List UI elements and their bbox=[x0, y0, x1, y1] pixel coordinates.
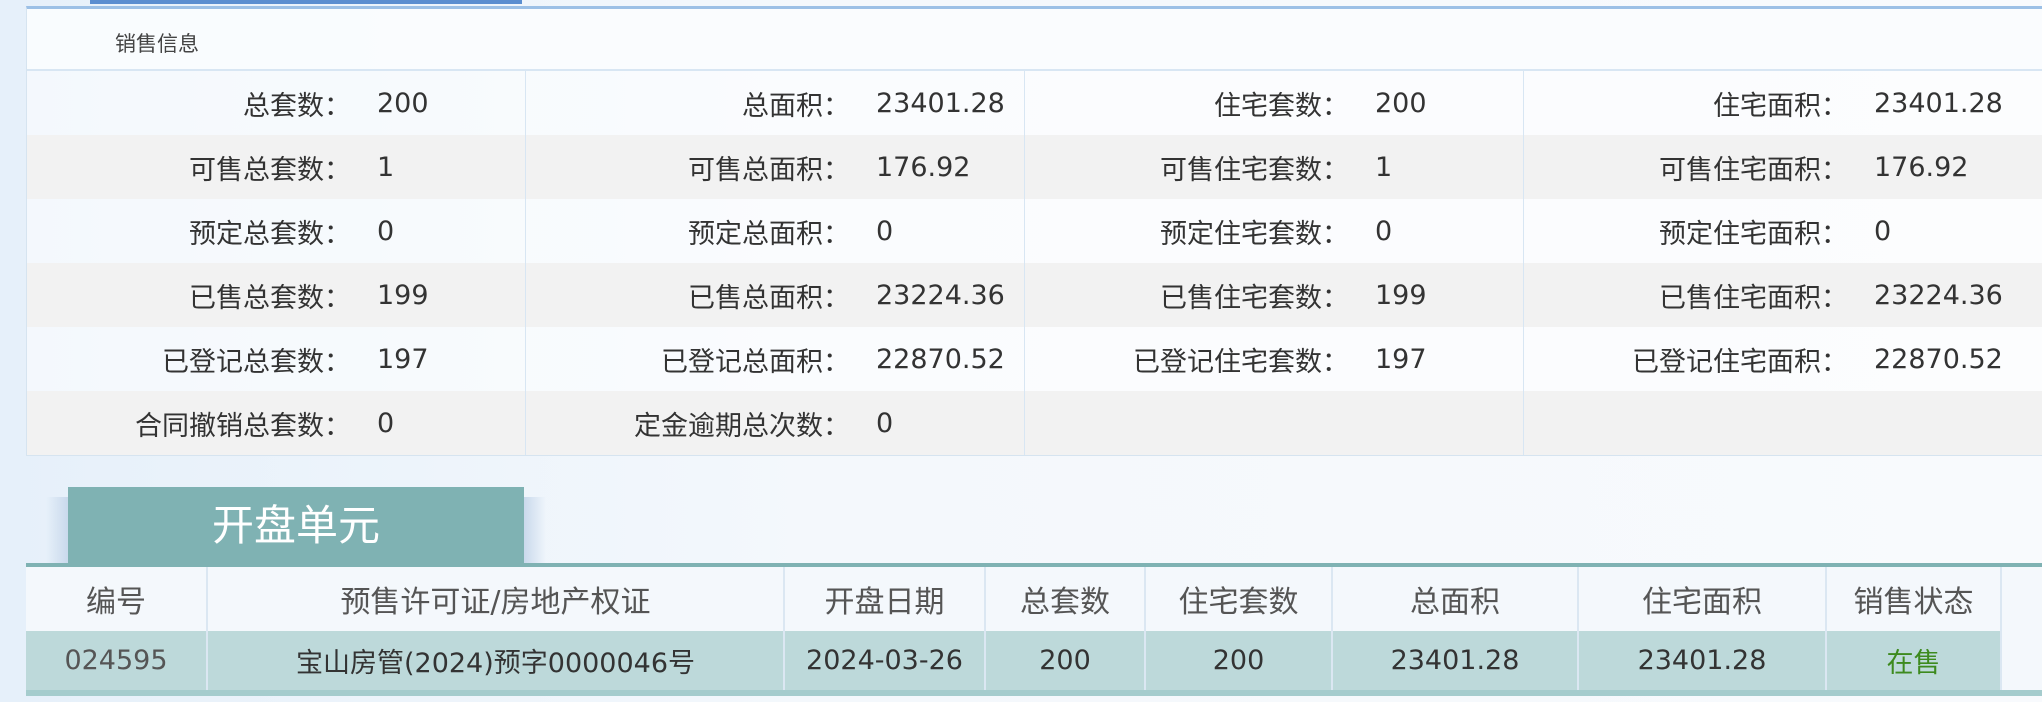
table-header: 编号 预售许可证/房地产权证 开盘日期 总套数 住宅套数 总面积 住宅面积 销售状态 bbox=[26, 567, 2042, 631]
info-label: 已登记总面积： bbox=[661, 346, 850, 378]
info-cell: 合同撤销总套数： 0 bbox=[27, 391, 526, 455]
tab-open-units[interactable]: 开盘单元 bbox=[46, 487, 524, 565]
info-cell: 已售住宅面积： 23224.36 bbox=[1524, 263, 2042, 327]
units-table: 编号 预售许可证/房地产权证 开盘日期 总套数 住宅套数 总面积 住宅面积 销售状态 0245… bbox=[26, 563, 2042, 696]
info-value: 0 bbox=[876, 215, 894, 247]
header-filler bbox=[2002, 567, 2042, 631]
info-row: 总套数： 200 总面积： 23401.28 住宅套数： 200 住宅面积： 23401.28 bbox=[27, 71, 2042, 135]
info-label: 可售住宅面积： bbox=[1659, 154, 1848, 186]
info-cell: 已售总套数： 199 bbox=[27, 263, 526, 327]
column-header: 住宅面积 bbox=[1579, 567, 1827, 631]
column-header: 开盘日期 bbox=[785, 567, 986, 631]
info-cell: 可售总面积： 176.92 bbox=[526, 135, 1025, 199]
info-label: 预定总套数： bbox=[189, 218, 351, 250]
table-cell: 2024-03-26 bbox=[785, 631, 986, 690]
info-cell bbox=[1025, 391, 1524, 455]
info-cell: 可售总套数： 1 bbox=[27, 135, 526, 199]
info-value: 0 bbox=[1874, 215, 1892, 247]
info-label: 已售总面积： bbox=[688, 282, 850, 314]
info-value: 0 bbox=[1375, 215, 1393, 247]
info-label: 预定住宅面积： bbox=[1659, 218, 1848, 250]
info-value: 1 bbox=[1375, 151, 1393, 183]
info-cell: 已售总面积： 23224.36 bbox=[526, 263, 1025, 327]
info-label: 已售总套数： bbox=[189, 282, 351, 314]
info-cell: 预定住宅套数： 0 bbox=[1025, 199, 1524, 263]
column-header: 总套数 bbox=[986, 567, 1146, 631]
info-label: 已登记住宅面积： bbox=[1632, 346, 1848, 378]
info-value: 0 bbox=[876, 407, 894, 439]
column-header: 总面积 bbox=[1333, 567, 1579, 631]
info-value: 0 bbox=[377, 215, 395, 247]
column-header: 住宅套数 bbox=[1146, 567, 1333, 631]
info-cell: 住宅套数： 200 bbox=[1025, 71, 1524, 135]
info-cell: 可售住宅套数： 1 bbox=[1025, 135, 1524, 199]
column-header: 预售许可证/房地产权证 bbox=[208, 567, 785, 631]
info-label: 住宅面积： bbox=[1713, 90, 1848, 122]
table-cell: 23401.28 bbox=[1333, 631, 1579, 690]
info-label: 已登记住宅套数： bbox=[1133, 346, 1349, 378]
info-row: 合同撤销总套数： 0 定金逾期总次数： 0 bbox=[27, 391, 2042, 455]
info-value: 200 bbox=[1375, 87, 1427, 119]
top-tab-indicator bbox=[90, 0, 522, 4]
sales-status: 在售 bbox=[1827, 631, 2002, 690]
info-cell: 定金逾期总次数： 0 bbox=[526, 391, 1025, 455]
sales-info-panel: 销售信息 总套数： 200 总面积： 23401.28 住宅套数： 200 住宅面积： 234… bbox=[26, 6, 2042, 456]
info-value: 23401.28 bbox=[876, 87, 1005, 119]
info-cell: 已登记总套数： 197 bbox=[27, 327, 526, 391]
info-label: 预定住宅套数： bbox=[1160, 218, 1349, 250]
info-row: 已售总套数： 199 已售总面积： 23224.36 已售住宅套数： 199 已售住宅面积：… bbox=[27, 263, 2042, 327]
table-cell: 024595 bbox=[26, 631, 208, 690]
info-value: 22870.52 bbox=[876, 343, 1005, 375]
info-value: 0 bbox=[377, 407, 395, 439]
info-cell: 预定总面积： 0 bbox=[526, 199, 1025, 263]
info-value: 23401.28 bbox=[1874, 87, 2003, 119]
info-cell: 预定住宅面积： 0 bbox=[1524, 199, 2042, 263]
info-cell: 已登记住宅面积： 22870.52 bbox=[1524, 327, 2042, 391]
info-label: 可售总套数： bbox=[189, 154, 351, 186]
info-value: 197 bbox=[377, 343, 429, 375]
info-value: 199 bbox=[1375, 279, 1427, 311]
info-value: 22870.52 bbox=[1874, 343, 2003, 375]
info-cell: 已登记住宅套数： 197 bbox=[1025, 327, 1524, 391]
table-cell: 200 bbox=[1146, 631, 1333, 690]
info-label: 定金逾期总次数： bbox=[634, 410, 850, 442]
info-cell bbox=[1524, 391, 2042, 455]
info-label: 可售总面积： bbox=[688, 154, 850, 186]
table-cell: 宝山房管(2024)预字0000046号 bbox=[208, 631, 785, 690]
column-header: 销售状态 bbox=[1827, 567, 2002, 631]
info-cell: 总套数： 200 bbox=[27, 71, 526, 135]
table-cell: 200 bbox=[986, 631, 1146, 690]
table-row[interactable]: 024595 宝山房管(2024)预字0000046号 2024-03-26 200 2… bbox=[26, 631, 2042, 696]
panel-title: 销售信息 bbox=[27, 9, 2042, 71]
info-cell: 已登记总面积： 22870.52 bbox=[526, 327, 1025, 391]
info-value: 197 bbox=[1375, 343, 1427, 375]
info-value: 200 bbox=[377, 87, 429, 119]
info-row: 可售总套数： 1 可售总面积： 176.92 可售住宅套数： 1 可售住宅面积： 176.92 bbox=[27, 135, 2042, 199]
table-cell: 23401.28 bbox=[1579, 631, 1827, 690]
info-row: 已登记总套数： 197 已登记总面积： 22870.52 已登记住宅套数： 197 已登记住… bbox=[27, 327, 2042, 391]
info-value: 1 bbox=[377, 151, 395, 183]
info-cell: 已售住宅套数： 199 bbox=[1025, 263, 1524, 327]
info-label: 总面积： bbox=[742, 90, 850, 122]
info-label: 可售住宅套数： bbox=[1160, 154, 1349, 186]
info-value: 23224.36 bbox=[1874, 279, 2003, 311]
info-value: 176.92 bbox=[876, 151, 971, 183]
info-value: 199 bbox=[377, 279, 429, 311]
info-label: 已登记总套数： bbox=[162, 346, 351, 378]
info-label: 预定总面积： bbox=[688, 218, 850, 250]
info-cell: 预定总套数： 0 bbox=[27, 199, 526, 263]
info-label: 总套数： bbox=[243, 90, 351, 122]
info-value: 23224.36 bbox=[876, 279, 1005, 311]
row-filler bbox=[2002, 631, 2042, 690]
info-label: 已售住宅面积： bbox=[1659, 282, 1848, 314]
column-header: 编号 bbox=[26, 567, 208, 631]
info-row: 预定总套数： 0 预定总面积： 0 预定住宅套数： 0 预定住宅面积： 0 bbox=[27, 199, 2042, 263]
info-cell: 可售住宅面积： 176.92 bbox=[1524, 135, 2042, 199]
info-label: 住宅套数： bbox=[1214, 90, 1349, 122]
info-cell: 总面积： 23401.28 bbox=[526, 71, 1025, 135]
info-label: 合同撤销总套数： bbox=[135, 410, 351, 442]
info-cell: 住宅面积： 23401.28 bbox=[1524, 71, 2042, 135]
info-value: 176.92 bbox=[1874, 151, 1969, 183]
info-label: 已售住宅套数： bbox=[1160, 282, 1349, 314]
